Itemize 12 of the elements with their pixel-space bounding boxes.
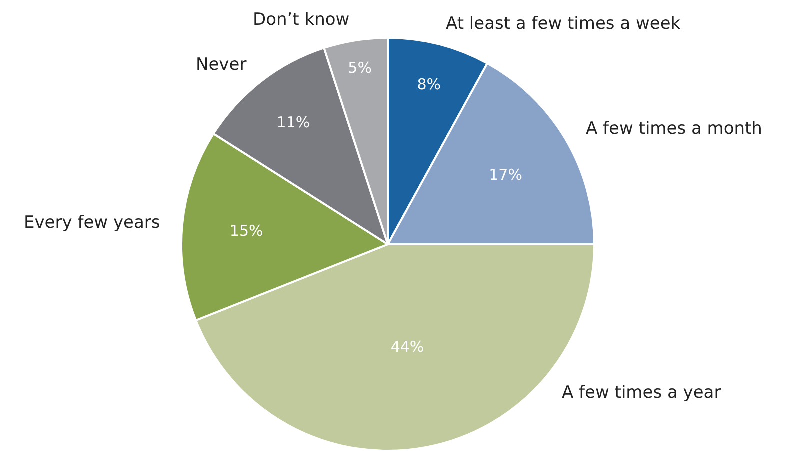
data-label: 5% — [348, 59, 372, 78]
data-label: 44% — [390, 338, 424, 356]
slice-label: Never — [196, 55, 247, 75]
slice-label: Don’t know — [253, 10, 350, 30]
data-label: 17% — [489, 166, 522, 184]
data-label: 11% — [276, 114, 310, 132]
data-label: 8% — [417, 75, 442, 94]
slice-label: Every few years — [24, 213, 160, 233]
slice-label: A few times a month — [586, 119, 762, 139]
data-label: 15% — [230, 222, 264, 240]
slice-label: A few times a year — [562, 383, 722, 403]
slice-label: At least a few times a week — [446, 14, 681, 34]
